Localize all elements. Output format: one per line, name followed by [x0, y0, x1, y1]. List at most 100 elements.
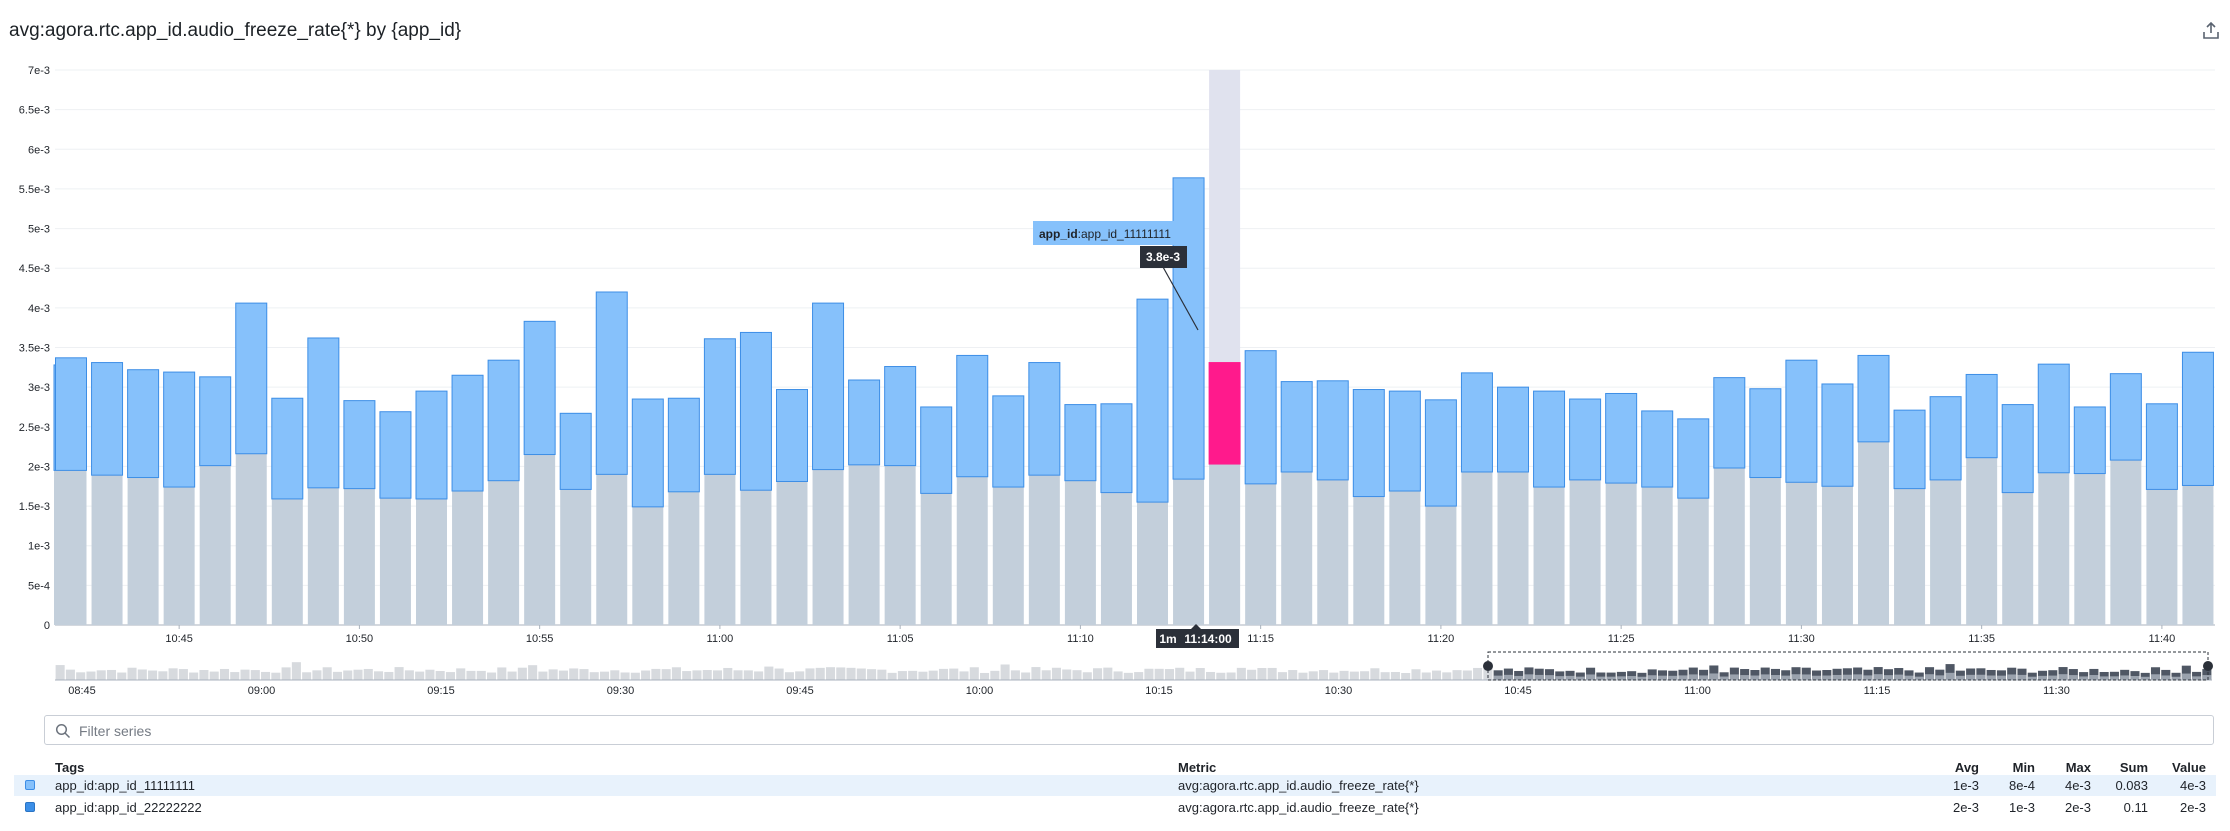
x-tick-label: 11:15	[1247, 633, 1274, 645]
overview-bar-lower	[2027, 676, 2037, 680]
overview-bar-lower	[1668, 675, 1678, 680]
filter-series-search[interactable]	[44, 715, 2214, 746]
overview-bar	[1349, 671, 1359, 680]
overview-bar	[1688, 667, 1698, 680]
overview-bar-lower	[1945, 672, 1955, 680]
row-avg: 1e-3	[1952, 778, 1979, 793]
overview-bar-lower	[1853, 674, 1863, 680]
bar-app-id-22222222	[1100, 492, 1132, 625]
overview-bar	[754, 671, 764, 680]
overview-handle-left[interactable]	[1483, 661, 1493, 671]
timeseries-chart[interactable]: 0 5e-4 1e-3 1.5e-3 2e-3 2.5e-3 3e-3 3.5e-3 4e-3 4…	[0, 0, 2230, 700]
overview-bar-lower	[1575, 676, 1585, 680]
y-tick-label: 5e-4	[28, 580, 50, 592]
overview-bar-lower	[2079, 676, 2089, 680]
bar-app-id-11111111	[55, 357, 87, 471]
overview-bar	[487, 672, 497, 680]
overview-bar	[579, 669, 589, 680]
header-value[interactable]: Value	[2172, 760, 2206, 775]
overview-bar	[1370, 668, 1380, 680]
bar-app-id-22222222	[163, 487, 195, 625]
overview-bar	[199, 670, 209, 680]
overview-bar-lower	[2058, 674, 2068, 680]
overview-bar-lower	[1935, 675, 1945, 680]
y-tick-label: 3.5e-3	[19, 343, 50, 355]
bar-app-id-11111111	[848, 379, 881, 466]
header-sum[interactable]: Sum	[2119, 760, 2148, 775]
header-tags[interactable]: Tags	[55, 760, 85, 775]
y-tick-label: 1e-3	[28, 541, 50, 553]
overview-bar	[1883, 669, 1893, 680]
bar-app-id-22222222	[2182, 485, 2214, 625]
overview-bar	[507, 671, 517, 680]
overview-bar	[877, 669, 887, 680]
bar-app-id-22222222	[416, 498, 447, 625]
overview-bar	[1031, 667, 1041, 680]
overview-bar	[897, 671, 907, 680]
overview-bar	[445, 672, 455, 680]
overview-bar-lower	[1883, 675, 1893, 680]
overview-bar	[343, 670, 353, 680]
export-icon[interactable]	[2200, 20, 2222, 42]
header-avg[interactable]: Avg	[1954, 760, 1979, 775]
y-tick-label: 2e-3	[28, 461, 50, 473]
bar-app-id-11111111	[956, 354, 989, 478]
header-metric[interactable]: Metric	[1178, 760, 1217, 775]
bar-app-id-22222222	[1497, 471, 1529, 625]
overview-bar	[548, 669, 558, 680]
y-tick-label: 4.5e-3	[19, 263, 50, 275]
overview-bar	[1544, 669, 1555, 680]
bar-app-id-22222222	[992, 487, 1024, 625]
overview-bar	[2161, 669, 2171, 680]
overview-bar	[2120, 669, 2130, 680]
tooltip-pointer	[1157, 257, 1199, 331]
overview-bar	[1842, 668, 1852, 680]
overview-bar	[332, 671, 342, 680]
overview-bar	[1657, 670, 1668, 680]
filter-series-input[interactable]	[77, 716, 2201, 746]
overview-bar	[404, 670, 414, 680]
header-max[interactable]: Max	[2065, 760, 2091, 775]
overview-bar-lower	[1503, 674, 1513, 680]
overview-handle-right[interactable]	[2203, 661, 2213, 671]
overview-bar-lower	[2150, 674, 2161, 680]
overview-bar	[281, 667, 291, 680]
bar-app-id-22222222	[1173, 479, 1205, 625]
header-min[interactable]: Min	[2012, 760, 2035, 775]
bar-app-id-11111111	[595, 291, 628, 475]
overview-bar	[2079, 672, 2089, 680]
bar-app-id-11111111	[307, 337, 340, 489]
legend-row[interactable]: app_id:app_id_11111111 avg:agora.rtc.app…	[14, 775, 2216, 796]
overview-bar-lower	[1976, 674, 1986, 680]
bar-app-id-22222222	[1749, 477, 1781, 625]
bar-app-id-11111111	[1857, 354, 1890, 443]
overview-bar-lower	[2017, 674, 2027, 680]
legend-row[interactable]: app_id:app_id_22222222 avg:agora.rtc.app…	[14, 797, 2216, 818]
overview-bar	[2150, 667, 2161, 680]
overview-bar	[795, 671, 805, 680]
row-min: 8e-4	[2008, 778, 2035, 793]
overview-bar-lower	[1781, 675, 1791, 680]
overview-bar	[1093, 668, 1103, 680]
overview-bar	[1740, 669, 1750, 680]
overview-bar	[784, 672, 794, 680]
bar-app-id-22222222	[2146, 489, 2178, 625]
x-tick-label: 10:45	[165, 633, 193, 645]
overview-bar	[1668, 670, 1678, 680]
bar-app-id-22222222	[235, 453, 267, 625]
overview-bar	[189, 672, 199, 680]
overview-bar	[661, 669, 671, 680]
overview-bar	[774, 668, 784, 680]
bar-app-id-11111111	[1424, 399, 1457, 507]
row-sum: 0.083	[2115, 778, 2148, 793]
bar-app-id-11111111	[1713, 377, 1746, 469]
overview-tick-label: 11:30	[2043, 685, 2070, 697]
overview-bar	[2181, 665, 2191, 680]
overview-bar-lower	[2192, 676, 2202, 680]
bar-app-id-11111111	[884, 366, 917, 467]
overview-bar	[65, 669, 75, 680]
bar-app-id-11111111	[1533, 390, 1566, 488]
overview-bar-lower	[1555, 676, 1565, 680]
overview-bar	[1996, 670, 2006, 680]
overview-bar-lower	[1904, 675, 1914, 680]
